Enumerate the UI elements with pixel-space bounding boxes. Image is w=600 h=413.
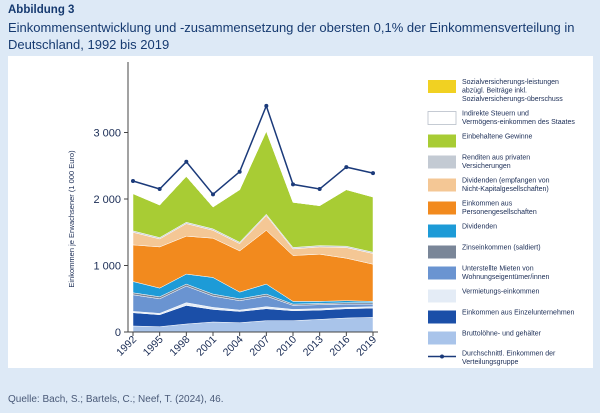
legend-swatch-8: [428, 155, 456, 169]
average-income-point-1: [157, 187, 162, 192]
average-income-point-8: [344, 165, 349, 170]
legend-label-4: Zinseinkommen (saldiert): [462, 245, 541, 252]
legend-swatch-11: [428, 80, 456, 93]
stacked-areas: [132, 130, 374, 333]
legend-label-11: Sozialversicherungs-leistungen abzügl. Be…: [462, 79, 563, 103]
chart-legend: Sozialversicherungs-leistungen abzügl. Be…: [427, 79, 575, 367]
area-series-11: [132, 130, 374, 208]
x-tick-label-1: 1995: [141, 334, 166, 359]
legend-label-10: Indirekte Steuern und Vermögens-einkommen…: [462, 111, 575, 127]
legend-swatch-10: [427, 111, 457, 125]
legend-swatch-9: [428, 134, 456, 148]
x-tick-label-3: 2001: [194, 334, 219, 359]
legend-label-8: Renditen aus privaten Versicherungen: [462, 155, 530, 171]
legend-swatch-2: [428, 289, 456, 303]
legend-swatch-4: [428, 245, 456, 259]
legend-swatch-1: [428, 310, 456, 324]
legend-label-3: Unterstellte Mieten von Wohnungseigentüme…: [462, 266, 550, 282]
x-tick-label-2: 1998: [167, 334, 192, 359]
y-axis-label: Einkommen je Erwachsener (1 000 Euro): [67, 150, 76, 288]
x-tick-label-6: 2010: [274, 334, 299, 359]
y-tick-label-1: 1 000: [93, 261, 121, 273]
x-tick-label-8: 2016: [327, 334, 352, 359]
average-income-line-group: [131, 103, 375, 197]
source-note: Quelle: Bach, S.; Bartels, C.; Neef, T. …: [8, 394, 224, 405]
average-income-point-2: [184, 159, 189, 164]
legend-label-6: Einkommen aus Personengesellschaften: [462, 201, 537, 217]
legend-label-5: Dividenden: [462, 224, 497, 231]
average-income-point-7: [317, 187, 322, 192]
average-income-point-9: [371, 171, 375, 176]
y-tick-label-3: 3 000: [93, 128, 121, 140]
legend-marker-line: [440, 354, 444, 359]
legend-label-7: Dividenden (empfangen von Nicht-Kapitalge…: [462, 178, 550, 194]
y-tick-label-2: 2 000: [93, 194, 121, 206]
x-tick-label-7: 2013: [301, 334, 326, 359]
legend-swatch-6: [428, 201, 456, 215]
legend-swatch-0: [428, 331, 456, 345]
average-income-point-0: [131, 179, 135, 184]
figure-title: Einkommensentwicklung und -zusammensetzu…: [8, 20, 575, 52]
legend-label-0: Bruttolöhne- und gehälter: [462, 331, 542, 338]
legend-swatch-5: [428, 224, 456, 238]
legend-label-2: Vermietungs-einkommen: [462, 289, 540, 296]
legend-label-9: Einbehaltene Gewinne: [462, 134, 533, 141]
average-income-point-3: [211, 192, 215, 197]
legend-swatch-7: [428, 178, 456, 192]
average-income-point-6: [291, 182, 295, 187]
legend-label-1: Einkommen aus Einzelunternehmen: [462, 310, 575, 317]
legend-swatch-3: [428, 266, 456, 280]
x-tick-label-4: 2004: [221, 334, 246, 359]
average-income-point-4: [237, 169, 242, 174]
x-tick-label-5: 2007: [247, 334, 272, 359]
legend-label-line: Durchschnittl. Einkommen der Verteilungsg…: [462, 351, 556, 367]
figure-label: Abbildung 3: [8, 4, 75, 16]
y-tick-label-0: 0: [115, 327, 121, 339]
x-tick-label-9: 2019: [354, 334, 379, 359]
average-income-line: [132, 103, 374, 196]
average-income-point-5: [264, 103, 269, 108]
